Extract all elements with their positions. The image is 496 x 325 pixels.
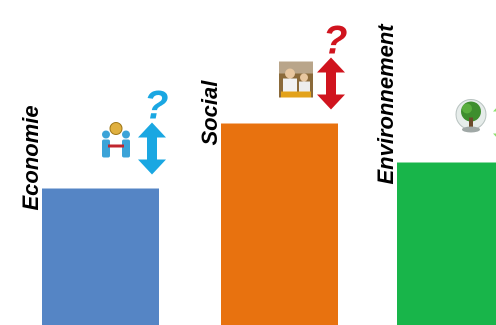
- bar-economie: [42, 188, 159, 325]
- people-coin-icon: [102, 122, 130, 158]
- bar-social: [221, 123, 338, 325]
- category-label-economie: Economie: [18, 105, 43, 210]
- category-label-environnement: Environnement: [373, 23, 398, 185]
- question-mark: ?: [323, 19, 347, 63]
- marker-social: ?: [317, 19, 347, 110]
- category-label-social: Social: [197, 80, 222, 146]
- bar-environnement: [397, 162, 496, 325]
- question-mark: ?: [144, 84, 168, 128]
- double-arrow-icon: [138, 122, 166, 175]
- tree-globe-icon: [455, 99, 487, 133]
- food-workers-photo-icon: [279, 61, 313, 98]
- double-arrow-icon: [317, 57, 345, 110]
- marker-economie: ?: [138, 84, 168, 175]
